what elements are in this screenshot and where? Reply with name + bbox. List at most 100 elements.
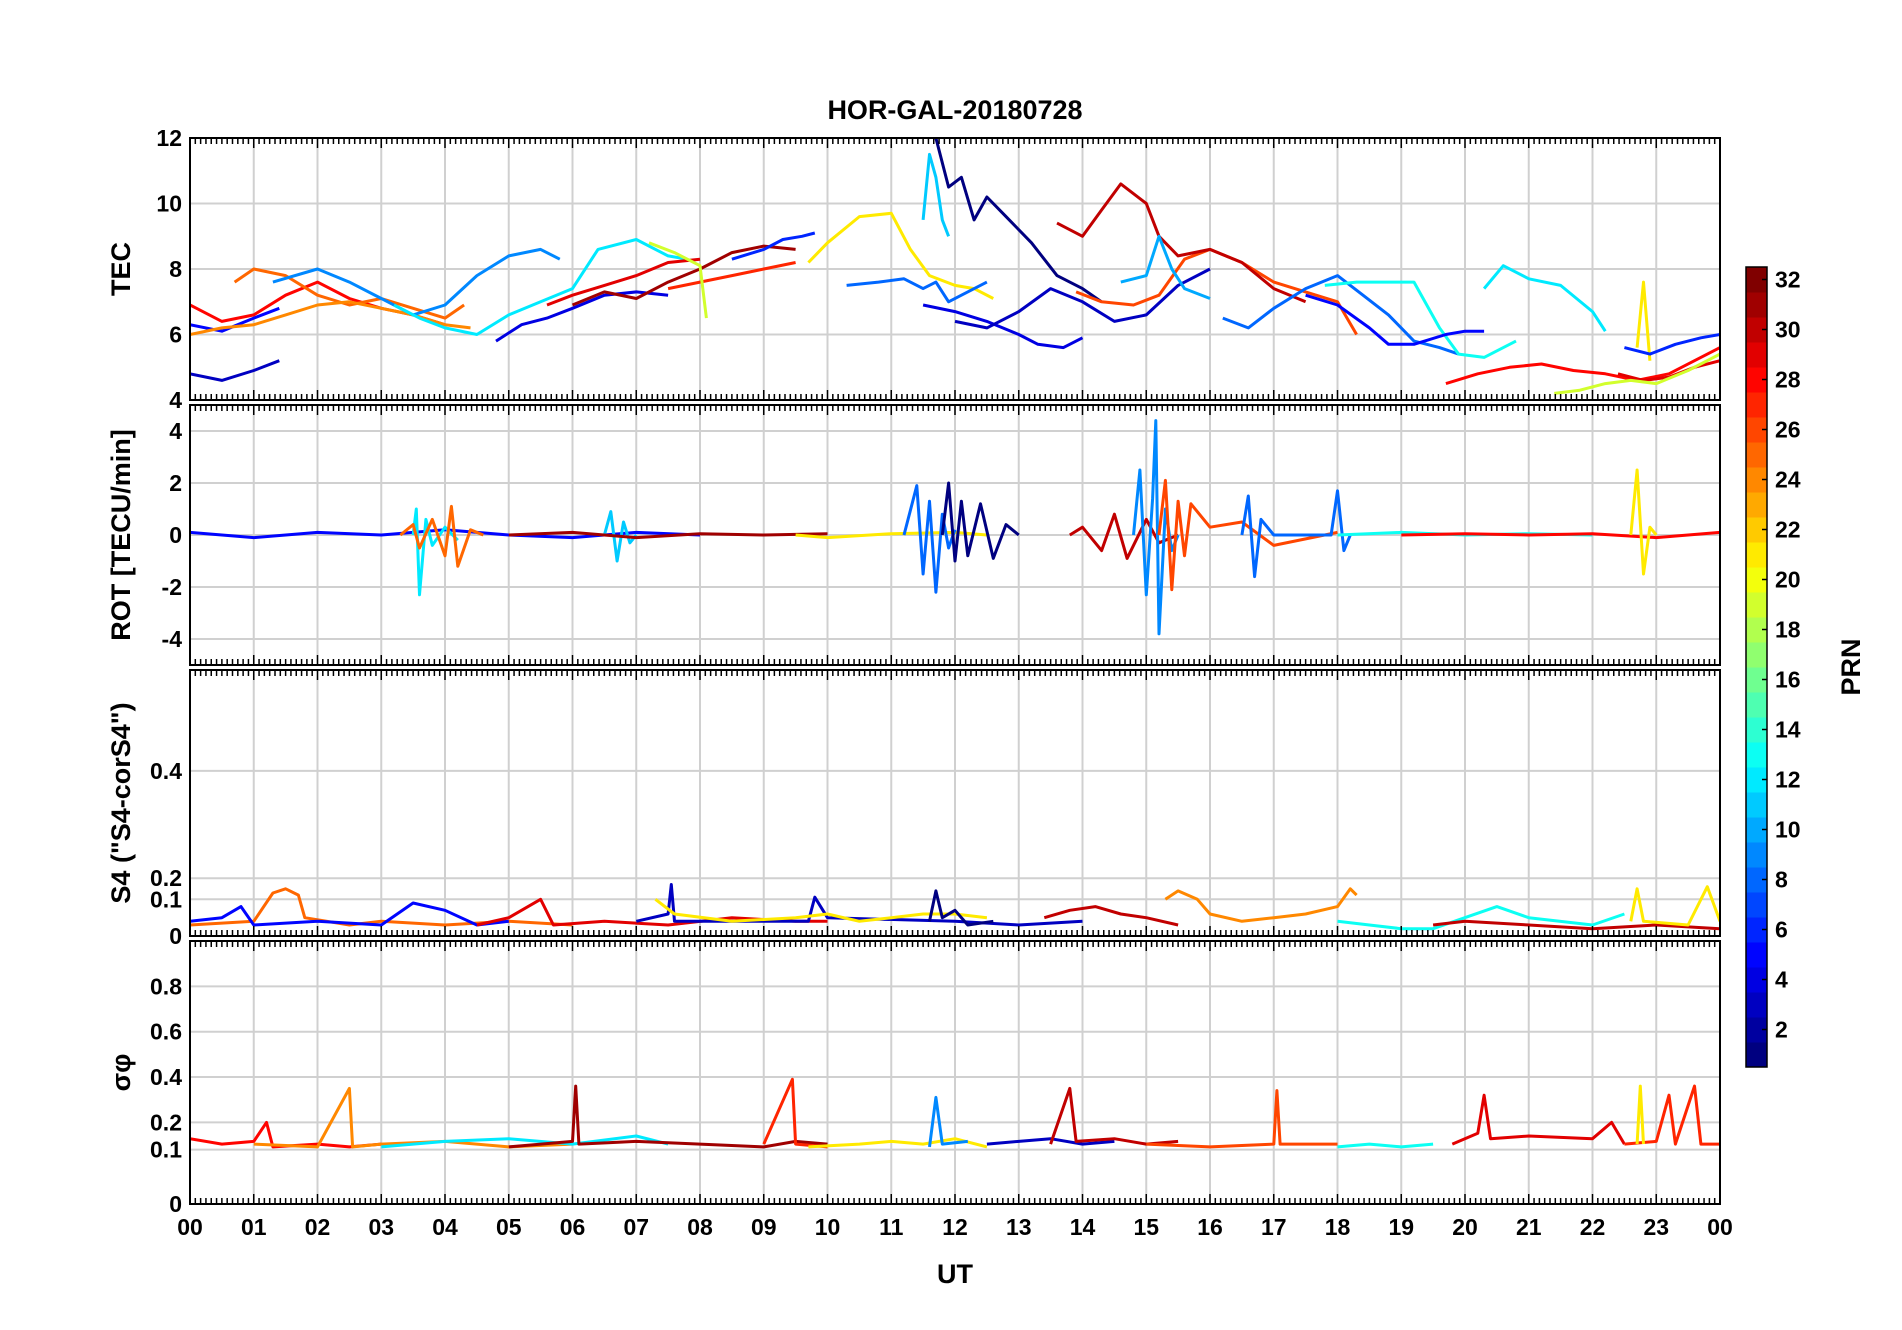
colorbar-segment [1746, 617, 1767, 643]
x-tick-label: 22 [1580, 1214, 1606, 1240]
colorbar-tick-label: 26 [1775, 417, 1801, 443]
colorbar-tick-label: 28 [1775, 367, 1801, 393]
series-line-prn-30 [1043, 905, 1179, 927]
series-line-prn-4 [495, 290, 669, 343]
x-tick-label: 18 [1325, 1214, 1351, 1240]
series-line-prn-27 [667, 261, 796, 291]
colorbar-segment [1746, 1017, 1767, 1043]
colorbar-tick-label: 20 [1775, 567, 1801, 593]
series-group [190, 419, 1720, 636]
colorbar-tick-label: 16 [1775, 667, 1801, 693]
colorbar-tick-label: 14 [1775, 717, 1801, 743]
series-line-prn-26 [1157, 478, 1338, 592]
colorbar-tick-label: 30 [1775, 317, 1801, 343]
series-line-prn-11 [921, 152, 951, 237]
series-line-prn-24 [190, 300, 471, 336]
series-line-prn-12 [393, 238, 688, 336]
y-tick-label: 0.4 [150, 1064, 182, 1090]
series-line-prn-31 [508, 1084, 828, 1149]
colorbar-segment [1746, 842, 1767, 868]
y-tick-label: 0.6 [150, 1019, 182, 1045]
colorbar-segment [1746, 692, 1767, 718]
series-line-prn-3 [986, 1137, 1115, 1146]
series-line-prn-6 [731, 231, 816, 261]
y-tick-label: 0 [169, 522, 182, 548]
y-tick-label: 12 [156, 125, 182, 151]
colorbar-segment [1746, 817, 1767, 843]
x-tick-label: 01 [241, 1214, 267, 1240]
x-tick-label: 19 [1388, 1214, 1414, 1240]
x-axis-label: UT [937, 1259, 973, 1289]
series-line-prn-5 [190, 306, 280, 333]
series-line-prn-11 [602, 510, 638, 563]
series-line-prn-5 [190, 901, 509, 927]
series-line-prn-25 [233, 267, 465, 320]
series-line-prn-29 [1451, 1093, 1626, 1146]
y-axis-label-sigma_phi: σφ [106, 1054, 136, 1092]
series-line-prn-30 [1049, 1086, 1179, 1146]
y-tick-label: -4 [162, 626, 183, 652]
x-tick-label: 13 [1006, 1214, 1032, 1240]
y-tick-label: 0.2 [150, 1109, 182, 1135]
x-tick-label: 04 [432, 1214, 458, 1240]
x-tick-labels: 00 01 02 03 04 05 06 07 08 09 10 11 12 13 14 15 16 17 18 19… [177, 1214, 1733, 1240]
colorbar-segment [1746, 892, 1767, 918]
y-tick-label: 0.1 [150, 1137, 182, 1163]
series-line-prn-12 [411, 507, 459, 597]
colorbar-segment [1746, 567, 1767, 593]
y-tick-label: 4 [169, 418, 182, 444]
series-line-prn-26 [1146, 1089, 1338, 1149]
x-tick-label: 21 [1516, 1214, 1542, 1240]
colorbar-segment [1746, 542, 1767, 568]
x-tick-label: 15 [1133, 1214, 1159, 1240]
series-line-prn-3 [190, 359, 280, 382]
series-line-prn-13 [1324, 280, 1517, 359]
colorbar-segment [1746, 492, 1767, 518]
series-line-prn-9 [928, 1095, 968, 1148]
panel-tec: 4 6 8 10 12 TEC [106, 125, 1721, 413]
y-tick-label: 2 [169, 470, 182, 496]
series-line-prn-1 [928, 889, 994, 927]
series-line-prn-28 [1445, 346, 1720, 386]
chart-title: HOR-GAL-20180728 [827, 95, 1082, 125]
y-tick-label: 0.1 [150, 886, 182, 912]
series-line-prn-28 [1401, 530, 1720, 540]
y-tick-label: 6 [169, 322, 182, 348]
series-line-prn-21 [1629, 885, 1720, 927]
y-axis-label-rot: ROT [TECU/min] [106, 429, 136, 640]
colorbar-segment [1746, 942, 1767, 968]
panel-sigma_phi: 0 0.10.2 0.4 0.6 0.8 σφ [106, 940, 1721, 1217]
y-tick-label: 0 [169, 923, 182, 949]
series-line-prn-21 [654, 898, 988, 923]
colorbar-segment [1746, 267, 1767, 293]
series-line-prn-8 [1240, 489, 1352, 579]
axes-frame [189, 940, 1721, 1205]
series-line-prn-12 [381, 1134, 669, 1149]
series-line-prn-25 [190, 887, 573, 927]
series-line-prn-9 [1132, 419, 1180, 636]
colorbar-tick-label: 6 [1775, 917, 1788, 943]
axes-frame [189, 137, 1721, 401]
axes-frame [189, 404, 1721, 666]
series-line-prn-9 [272, 247, 561, 317]
series-line-prn-10 [1120, 234, 1211, 300]
series-line-prn-21 [1635, 1084, 1645, 1145]
x-tick-label: 20 [1452, 1214, 1478, 1240]
colorbar-segment [1746, 967, 1767, 993]
x-tick-label: 11 [879, 1214, 904, 1240]
series-line-prn-19 [1554, 352, 1720, 395]
series-line-prn-24 [1164, 887, 1358, 923]
colorbar-segment [1746, 792, 1767, 818]
colorbar-frame [1745, 266, 1768, 1068]
colorbar-segment [1746, 467, 1767, 493]
y-tick-label: 4 [169, 387, 182, 413]
colorbar-segment [1746, 292, 1767, 318]
series-line-prn-31 [571, 244, 796, 307]
y-axis-label-tec: TEC [106, 242, 136, 296]
x-tick-label: 12 [942, 1214, 968, 1240]
colorbar-segment [1746, 342, 1767, 368]
series-line-prn-28 [190, 1120, 382, 1149]
colorbar-tick-label: 22 [1775, 517, 1801, 543]
series-group [190, 1077, 1720, 1149]
